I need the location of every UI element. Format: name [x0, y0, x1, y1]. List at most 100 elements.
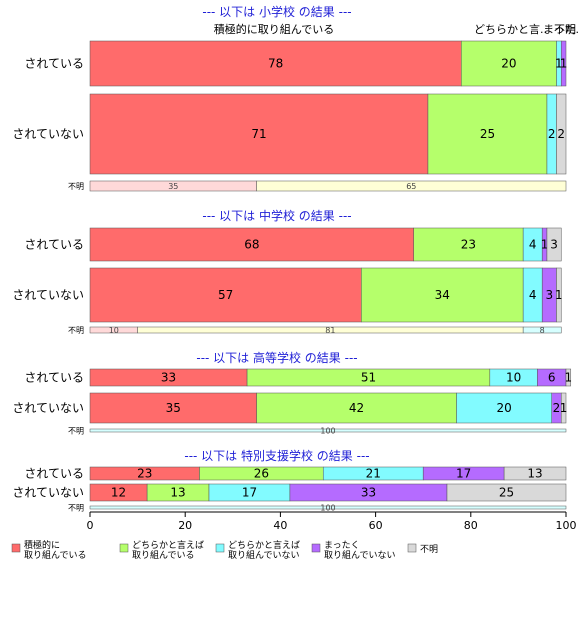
x-tick-label: 0	[87, 519, 94, 532]
bar-segment	[413, 227, 524, 262]
unknown-row-label: 不明	[68, 182, 84, 191]
legend-label: 取り組んでいない	[324, 549, 396, 561]
data-label: 4	[529, 288, 537, 302]
data-label: 17	[456, 467, 471, 481]
legend-label: どちらかと言えば	[132, 539, 204, 551]
panel-title: --- 以下は 高等学校 の結果 ---	[196, 350, 357, 365]
unknown-data-label: 81	[325, 326, 335, 335]
row-label: されていない	[12, 288, 84, 302]
data-label: 33	[161, 371, 176, 385]
bar-segment	[89, 227, 414, 262]
data-label: 1	[560, 401, 568, 415]
unknown-data-label: 8	[540, 326, 545, 335]
bar-segment	[427, 93, 548, 175]
x-tick-label: 80	[464, 519, 478, 532]
data-label: 13	[170, 486, 185, 500]
unknown-data-label: 35	[168, 182, 178, 191]
panel-title: --- 以下は 特別支援学校 の結果 ---	[184, 448, 369, 463]
data-label: 33	[361, 486, 376, 500]
data-label: 42	[349, 401, 364, 415]
unknown-data-label: 65	[406, 182, 416, 191]
top-label-notatall: まった..	[543, 23, 580, 36]
data-label: 25	[480, 127, 495, 141]
unknown-bar-segment	[89, 505, 567, 510]
data-label: 6	[548, 371, 556, 385]
bar-segment	[89, 267, 362, 323]
unknown-data-label: 10	[109, 326, 119, 335]
data-label: 20	[496, 401, 511, 415]
x-tick-label: 20	[178, 519, 192, 532]
bar-segment	[565, 368, 572, 387]
data-label: 3	[550, 238, 558, 252]
unknown-bar-segment	[256, 180, 567, 192]
row-label: されていない	[12, 401, 84, 415]
x-tick-label: 40	[273, 519, 287, 532]
panel-0: --- 以下は 小学校 の結果 --- されている 78 20 11 されていない 71 25…	[12, 4, 568, 192]
legend-swatch	[215, 543, 225, 553]
row-label: されている	[24, 371, 84, 385]
bar-segment	[503, 466, 567, 481]
panel-title: --- 以下は 中学校 の結果 ---	[202, 208, 351, 223]
data-label: 23	[137, 467, 152, 481]
bar-segment	[256, 392, 457, 424]
panel-title: --- 以下は 小学校 の結果 ---	[202, 4, 351, 19]
data-label: 2	[548, 127, 556, 141]
data-label: 1	[555, 288, 563, 302]
data-label: 2	[557, 127, 565, 141]
unknown-row-label: 不明	[68, 326, 84, 335]
unknown-data-label: 100	[320, 504, 335, 513]
data-label: 25	[499, 486, 514, 500]
top-category-labels: 積極的に取り組んでいる どちらかと言.. まった.. 不明	[214, 22, 580, 36]
data-label: 71	[251, 127, 266, 141]
data-label: 10	[506, 371, 521, 385]
legend-entry: 積極的に取り組んでいる	[11, 539, 87, 561]
panel-3: --- 以下は 特別支援学校 の結果 --- されている 23 26 21 17 13 されて…	[12, 448, 567, 513]
data-label: 1	[555, 57, 563, 71]
data-label: 17	[242, 486, 257, 500]
legend-swatch	[119, 543, 129, 553]
data-label: 1	[541, 238, 549, 252]
legend-label: 不明	[420, 544, 438, 555]
legend-swatch	[11, 543, 21, 553]
data-label: 1	[560, 57, 568, 71]
legend-label: 取り組んでいない	[228, 549, 300, 561]
data-label: 20	[501, 57, 516, 71]
legend-label: どちらかと言えば	[228, 539, 300, 551]
top-label-unknown: 不明	[554, 23, 576, 36]
unknown-row-label: 不明	[68, 427, 84, 436]
data-label: 57	[218, 288, 233, 302]
top-label-active: 積極的に取り組んでいる	[214, 22, 334, 36]
bar-segment	[89, 93, 429, 175]
data-label: 2	[553, 401, 561, 415]
unknown-bar-segment	[522, 326, 562, 334]
data-label: 1	[565, 371, 573, 385]
legend-label: まったく	[324, 540, 360, 551]
x-tick-label: 100	[556, 519, 577, 532]
data-label: 3	[546, 288, 554, 302]
legend-label: 取り組んでいる	[132, 549, 195, 561]
x-tick-label: 60	[369, 519, 383, 532]
unknown-row-label: 不明	[68, 504, 84, 513]
bar-segment	[456, 392, 552, 424]
bar-segment	[560, 392, 567, 424]
data-label: 13	[527, 467, 542, 481]
data-label: 4	[529, 238, 537, 252]
bar-segment	[556, 93, 567, 175]
data-label: 21	[366, 467, 381, 481]
legend-entry: 不明	[407, 543, 438, 555]
row-label: されていない	[12, 486, 84, 500]
data-label: 78	[268, 57, 283, 71]
unknown-bar-segment	[89, 428, 567, 433]
legend-label: 積極的に	[24, 539, 60, 551]
data-label: 68	[244, 238, 259, 252]
data-label: 34	[435, 288, 450, 302]
legend-swatch	[407, 543, 417, 553]
bar-segment	[89, 392, 257, 424]
data-label: 51	[361, 371, 376, 385]
bar-segment	[560, 40, 567, 87]
